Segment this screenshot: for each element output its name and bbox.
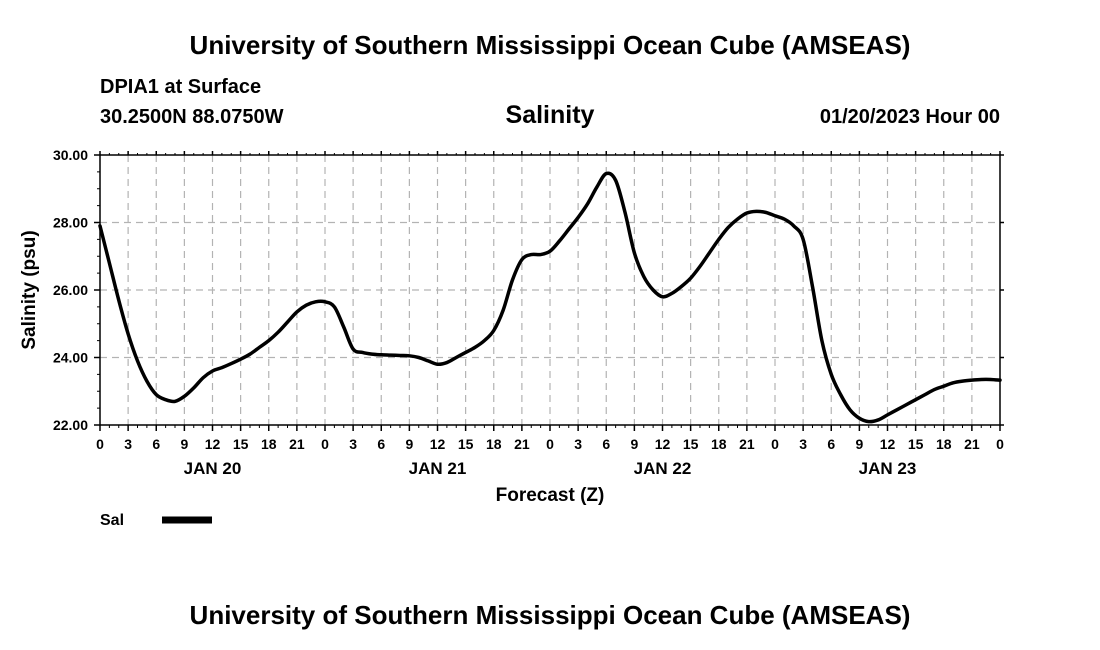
x-tick-label: 9	[855, 436, 863, 452]
x-tick-label: 12	[880, 436, 896, 452]
day-label: JAN 21	[409, 459, 467, 478]
y-tick-label: 22.00	[53, 417, 88, 433]
grid	[100, 155, 1000, 425]
day-labels: JAN 20 JAN 21 JAN 22 JAN 23	[184, 459, 917, 478]
x-tick-label: 3	[124, 436, 132, 452]
y-tick-label: 24.00	[53, 350, 88, 366]
chart-title: Salinity	[505, 101, 595, 129]
x-tick-label: 15	[908, 436, 924, 452]
footer-title: University of Southern Mississippi Ocean…	[189, 600, 911, 630]
x-tick-label: 3	[799, 436, 807, 452]
x-tick-label: 0	[546, 436, 554, 452]
x-tick-label: 9	[405, 436, 413, 452]
axis-ticks	[94, 151, 1004, 431]
legend: Sal	[100, 512, 212, 529]
x-tick-label: 9	[180, 436, 188, 452]
plot-frame	[99, 154, 1001, 426]
coordinates-label: 30.2500N 88.0750W	[100, 106, 284, 128]
x-tick-label: 15	[458, 436, 474, 452]
x-tick-label: 0	[96, 436, 104, 452]
page-title: University of Southern Mississippi Ocean…	[189, 30, 911, 60]
x-tick-label: 21	[739, 436, 755, 452]
x-tick-label: 21	[289, 436, 305, 452]
x-tick-label: 3	[349, 436, 357, 452]
x-tick-label: 18	[936, 436, 952, 452]
x-axis-title: Forecast (Z)	[496, 485, 605, 506]
x-tick-label: 6	[377, 436, 385, 452]
x-tick-label: 0	[996, 436, 1004, 452]
x-tick-label: 6	[602, 436, 610, 452]
x-tick-label: 0	[321, 436, 329, 452]
x-tick-label: 12	[205, 436, 221, 452]
x-tick-label: 6	[152, 436, 160, 452]
x-tick-label: 9	[630, 436, 638, 452]
forecast-date-label: 01/20/2023 Hour 00	[819, 106, 1000, 128]
day-label: JAN 20	[184, 459, 242, 478]
x-tick-labels: 0 3 6 9 12 15 18 21 0 3 6 9 12 15 18 21 0 3 6 9 12 15 18 21 0 3 6 9…	[96, 436, 1004, 452]
x-tick-label: 15	[233, 436, 249, 452]
x-tick-label: 18	[711, 436, 727, 452]
x-tick-label: 18	[486, 436, 502, 452]
y-tick-label: 28.00	[53, 215, 88, 231]
y-axis-title: Salinity (psu)	[19, 230, 40, 349]
legend-label: Sal	[100, 512, 124, 529]
y-tick-labels: 22.00 24.00 26.00 28.00 30.00	[53, 147, 88, 433]
x-tick-label: 3	[574, 436, 582, 452]
x-tick-label: 12	[430, 436, 446, 452]
y-tick-label: 26.00	[53, 282, 88, 298]
x-tick-label: 12	[655, 436, 671, 452]
x-tick-label: 6	[827, 436, 835, 452]
x-tick-label: 18	[261, 436, 277, 452]
x-tick-label: 21	[514, 436, 530, 452]
x-tick-label: 21	[964, 436, 980, 452]
day-label: JAN 23	[859, 459, 917, 478]
salinity-series-line	[98, 171, 1002, 424]
y-tick-label: 30.00	[53, 147, 88, 163]
x-tick-label: 15	[683, 436, 699, 452]
x-tick-label: 0	[771, 436, 779, 452]
day-label: JAN 22	[634, 459, 692, 478]
station-label: DPIA1 at Surface	[100, 76, 262, 98]
